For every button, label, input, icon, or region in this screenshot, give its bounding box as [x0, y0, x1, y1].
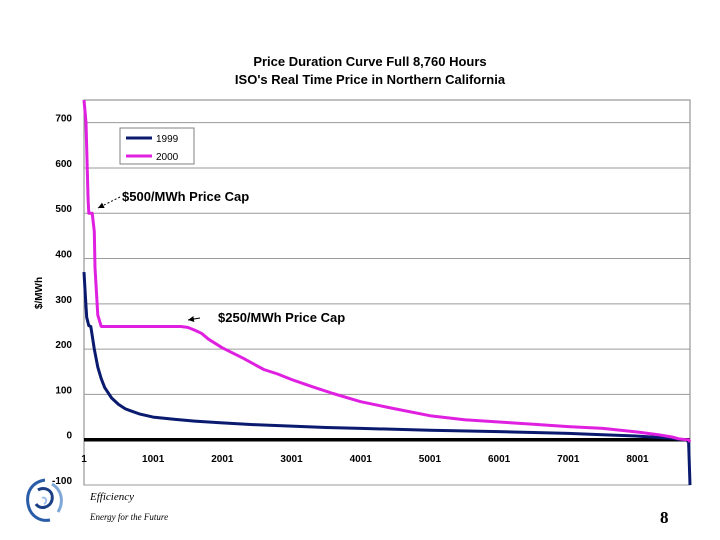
x-tick-label: 4001: [350, 454, 373, 465]
legend-box: [119, 127, 195, 165]
y-tick-label: 100: [55, 385, 72, 396]
legend: 1999 2000: [119, 127, 195, 165]
x-tick-label: 2001: [211, 454, 234, 465]
annotation-250-cap: $250/MWh Price Cap: [218, 310, 345, 325]
legend-label-2000: 2000: [156, 152, 179, 163]
y-tick-label: 0: [66, 431, 72, 442]
series-line-1999: [82, 272, 692, 486]
legend-label-1999: 1999: [156, 134, 179, 145]
x-tick-label: 1: [81, 454, 87, 465]
y-tick-label: 700: [55, 114, 72, 125]
y-tick-label: 600: [55, 159, 72, 170]
y-tick-label: 300: [55, 295, 72, 306]
chart-subtitle: ISO's Real Time Price in Northern Califo…: [235, 72, 506, 87]
x-tick-label: 3001: [280, 454, 303, 465]
y-tick-label: 200: [55, 340, 72, 351]
x-tick-label: 6001: [488, 454, 511, 465]
y-tick-label: 500: [55, 204, 72, 215]
x-tick-label: 7001: [557, 454, 580, 465]
chart-title: Price Duration Curve Full 8,760 Hours: [253, 54, 486, 69]
footer-tagline: Efficiency: [90, 491, 134, 503]
annotation-500-cap: $500/MWh Price Cap: [122, 189, 249, 204]
y-tick-label: -100: [52, 476, 72, 487]
annotation-arrow-250: [187, 316, 201, 322]
x-axis-ticks: 1 1001 2001 3001 4001 5001 6001 7001 8001: [81, 454, 649, 465]
x-tick-label: 8001: [626, 454, 649, 465]
x-tick-label: 1001: [142, 454, 165, 465]
series-line-2000: [82, 99, 692, 443]
x-tick-label: 5001: [419, 454, 442, 465]
footer-subtagline: Energy for the Future: [90, 512, 169, 522]
y-axis-ticks: -100 0 100 200 300 400 500 600 700: [52, 114, 72, 487]
y-axis-label: $/MWh: [34, 277, 45, 309]
y-tick-label: 400: [55, 250, 72, 261]
logo-icon: [26, 478, 63, 522]
page-number: 8: [660, 508, 669, 527]
annotation-arrow-500: [97, 196, 121, 209]
series-lines: [82, 99, 692, 486]
